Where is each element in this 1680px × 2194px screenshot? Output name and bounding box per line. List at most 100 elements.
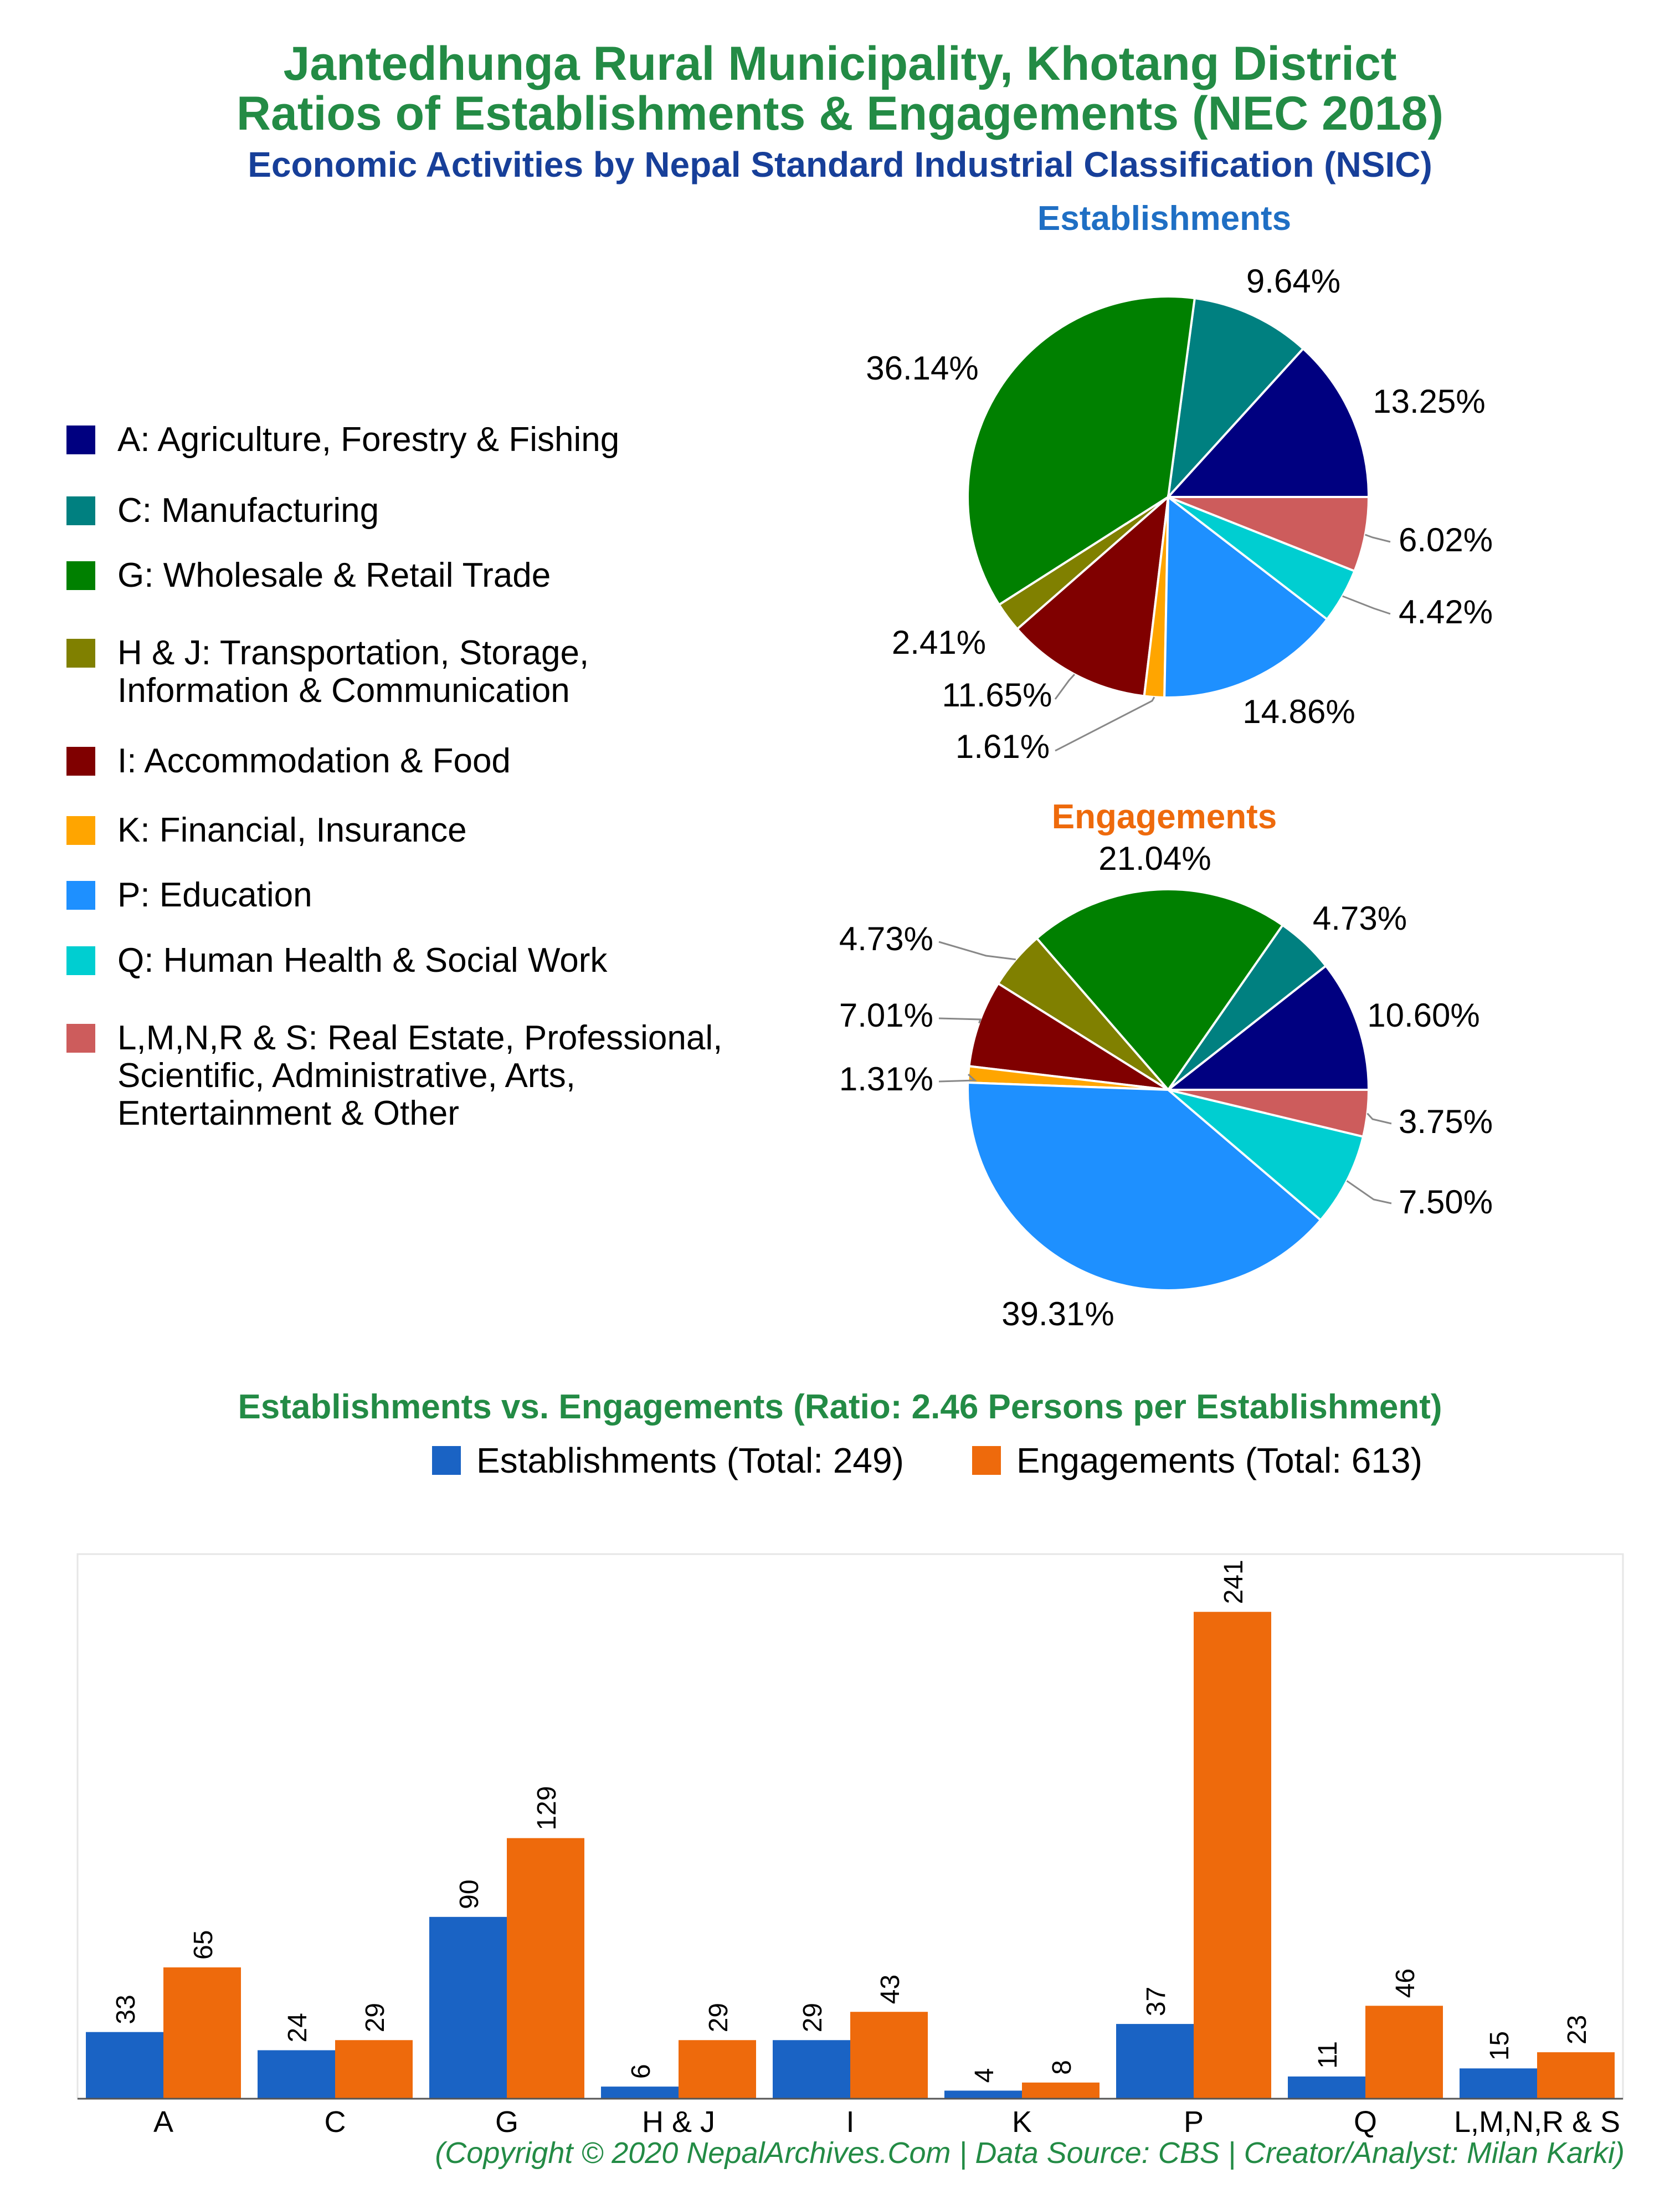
pie-value-label: 11.65% — [942, 676, 1052, 714]
engagements-swatch — [972, 1446, 1001, 1475]
pie-value-label: 39.31% — [1001, 1295, 1114, 1332]
bar-value-label: 37 — [1142, 1987, 1171, 2016]
footer-credit: (Copyright © 2020 NepalArchives.Com | Da… — [435, 2136, 1625, 2170]
legend-label: C: Manufacturing — [117, 491, 379, 530]
bar-value-label: 129 — [532, 1786, 562, 1831]
legend-engagements-label: Engagements (Total: 613) — [1016, 1441, 1422, 1480]
pie-value-label: 10.60% — [1367, 997, 1480, 1034]
legend-label: I: Accommodation & Food — [117, 742, 511, 780]
pie-slice-p — [1163, 494, 1329, 699]
establishments-bar-l-m-n-r-s — [1460, 2068, 1537, 2099]
pie-value-label: 1.31% — [839, 1060, 933, 1098]
engagements-bar-l-m-n-r-s — [1537, 2052, 1615, 2099]
pie-leader-line — [1055, 696, 1155, 752]
pie-value-label: 3.75% — [1399, 1103, 1493, 1140]
bar-value-label: 65 — [189, 1930, 218, 1960]
x-tick-label: Q — [1354, 2105, 1377, 2139]
legend-swatch — [66, 747, 95, 776]
pie-slice-g — [966, 295, 1196, 607]
legend-swatch — [66, 496, 95, 525]
main-title-line2: Ratios of Establishments & Engagements (… — [236, 87, 1444, 140]
pie-value-label: 7.50% — [1399, 1183, 1493, 1221]
subtitle: Economic Activities by Nepal Standard In… — [248, 145, 1432, 184]
x-tick-label: A — [153, 2105, 173, 2139]
legend-swatch — [66, 1024, 95, 1053]
pie-slice-l-m-n-r-s — [1168, 1089, 1370, 1138]
legend-label: G: Wholesale & Retail Trade — [117, 556, 551, 594]
pie-slice-a — [1165, 964, 1370, 1091]
engagements-bar-h-j — [679, 2040, 756, 2099]
establishments-bar-i — [773, 2040, 850, 2099]
pie-slice-q — [1167, 1089, 1365, 1222]
x-tick-label: H & J — [642, 2105, 715, 2139]
x-tick-label: I — [846, 2105, 854, 2139]
legend-swatch — [66, 881, 95, 910]
engagements-pie-title: Engagements — [1051, 798, 1277, 836]
bar-value-label: 29 — [704, 2003, 733, 2032]
pie-leader-line — [1342, 595, 1391, 615]
bar-value-label: 46 — [1391, 1969, 1420, 1998]
engagements-bar-p — [1194, 1612, 1271, 2099]
legend-swatch — [66, 946, 95, 975]
pie-leader-line — [938, 941, 1016, 961]
engagements-pie: 10.60% 4.73% 21.04% 4.73% 7.01% 1.31% 39.31% 7.… — [839, 840, 1493, 1332]
establishments-bar-k — [944, 2090, 1022, 2099]
engagements-bar-q — [1365, 2006, 1443, 2099]
establishments-bar-h-j — [601, 2087, 679, 2099]
pie-value-label: 21.04% — [1098, 840, 1211, 877]
x-tick-label: G — [495, 2105, 518, 2139]
pie-slice-c — [1167, 296, 1305, 501]
legend-swatch — [66, 561, 95, 590]
legend-label: L,M,N,R & S: Real Estate, Professional, … — [117, 1019, 723, 1132]
establishments-bar-q — [1288, 2076, 1365, 2099]
establishments-bar-g — [429, 1916, 507, 2099]
pie-value-label: 1.61% — [955, 728, 1050, 765]
engagements-bar-i — [850, 2012, 928, 2099]
pie-value-label: 2.41% — [892, 624, 986, 661]
pie-leader-line — [1346, 1180, 1392, 1204]
bar-value-label: 11 — [1313, 2041, 1343, 2069]
bar-value-label: 241 — [1219, 1560, 1249, 1604]
bar-value-label: 6 — [626, 2064, 656, 2079]
pie-value-label: 7.01% — [839, 997, 933, 1034]
pie-slice-a — [1165, 347, 1370, 498]
pie-leader-line — [938, 1074, 977, 1083]
bar-value-label: 24 — [283, 2013, 312, 2042]
engagements-bar-g — [507, 1838, 584, 2099]
engagements-bar-k — [1022, 2082, 1100, 2099]
bar-value-label: 4 — [970, 2068, 999, 2083]
pie-value-label: 4.42% — [1399, 593, 1493, 630]
legend-label: H & J: Transportation, Storage, Informat… — [117, 634, 589, 710]
bar-value-label: 23 — [1563, 2015, 1592, 2044]
establishments-pie: 13.25% 9.64% 36.14% 2.41% 11.65% 1.61% 14.86% 4… — [866, 263, 1493, 765]
bar-value-label: 33 — [111, 1995, 141, 2024]
pie-value-label: 14.86% — [1242, 693, 1355, 730]
establishments-swatch — [432, 1446, 461, 1475]
bar-value-label: 43 — [876, 1975, 905, 2004]
pie-leader-line — [1366, 1113, 1392, 1125]
legend-label: P: Education — [117, 876, 312, 914]
legend-label: A: Agriculture, Forestry & Fishing — [117, 421, 620, 459]
establishments-bar-p — [1116, 2024, 1194, 2099]
legend-swatch — [66, 639, 95, 668]
establishments-pie-title: Establishments — [1037, 199, 1292, 238]
engagements-bar-a — [163, 1967, 241, 2099]
pie-value-label: 4.73% — [1313, 900, 1407, 937]
establishments-bar-a — [86, 2032, 163, 2099]
x-tick-label: C — [325, 2105, 346, 2139]
pie-value-label: 4.73% — [839, 920, 933, 957]
pie-leader-line — [1365, 534, 1391, 543]
x-tick-label: K — [1012, 2105, 1032, 2139]
bar-value-label: 29 — [798, 2003, 828, 2032]
bar-chart: 33 65 A 24 29 C 90 129 G 6 29 H & J 29 43 I 4 8 K 37 241 P 11… — [76, 1553, 1624, 2139]
pie-charts: 13.25% 9.64% 36.14% 2.41% 11.65% 1.61% 14.86% 4… — [839, 263, 1493, 1332]
bar-value-label: 29 — [361, 2003, 390, 2032]
legend-establishments-label: Establishments (Total: 249) — [476, 1441, 904, 1480]
establishments-bar-c — [258, 2050, 335, 2099]
bar-value-label: 15 — [1485, 2031, 1514, 2060]
legend-label: Q: Human Health & Social Work — [117, 941, 608, 980]
x-tick-label: P — [1184, 2105, 1204, 2139]
bar-value-label: 90 — [455, 1879, 484, 1909]
legend-swatch — [66, 426, 95, 454]
